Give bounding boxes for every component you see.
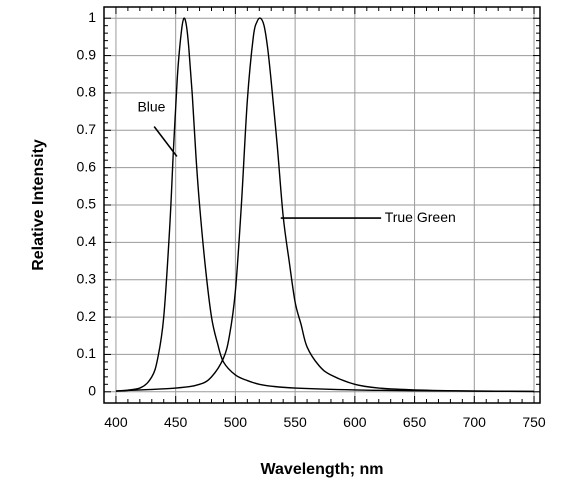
x-tick-label: 500 — [224, 414, 248, 430]
y-tick-label: 0.2 — [77, 308, 97, 324]
grid — [104, 7, 540, 403]
series-line-blue — [115, 17, 535, 393]
y-tick-label: 0.5 — [77, 196, 97, 212]
x-tick-label: 400 — [104, 414, 128, 430]
y-tick-label: 0.7 — [77, 121, 97, 137]
x-tick-label: 750 — [522, 414, 546, 430]
y-tick-label: 0.6 — [77, 158, 97, 174]
y-tick-label: 1 — [88, 9, 96, 25]
x-tick-label: 550 — [283, 414, 307, 430]
x-tick-labels: 400 450 500 550 600 650 700 750 — [104, 414, 546, 430]
annotation-leader-blue — [153, 126, 178, 157]
y-tick-label: 0.8 — [77, 84, 97, 100]
x-tick-label: 650 — [403, 414, 427, 430]
annotation-label-blue: Blue — [137, 99, 165, 115]
y-tick-label: 0 — [88, 382, 96, 398]
y-tick-label: 0.3 — [77, 270, 97, 286]
y-axis-title: Relative Intensity — [30, 139, 47, 271]
x-tick-label: 700 — [463, 414, 487, 430]
y-tick-label: 0.1 — [77, 345, 97, 361]
series-line-true-green — [115, 17, 535, 393]
plot-frame — [103, 6, 541, 404]
y-tick-labels: 0 0.1 0.2 0.3 0.4 0.5 0.6 0.7 0.8 0.9 1 — [77, 9, 97, 399]
annotation-label-true-green: True Green — [385, 209, 456, 225]
x-axis-title: Wavelength; nm — [261, 461, 384, 478]
y-tick-label: 0.9 — [77, 46, 97, 62]
x-tick-label: 450 — [164, 414, 188, 430]
x-tick-label: 600 — [343, 414, 367, 430]
series-layer — [115, 17, 535, 393]
annotations: Blue True Green — [137, 99, 455, 225]
y-tick-label: 0.4 — [77, 233, 97, 249]
